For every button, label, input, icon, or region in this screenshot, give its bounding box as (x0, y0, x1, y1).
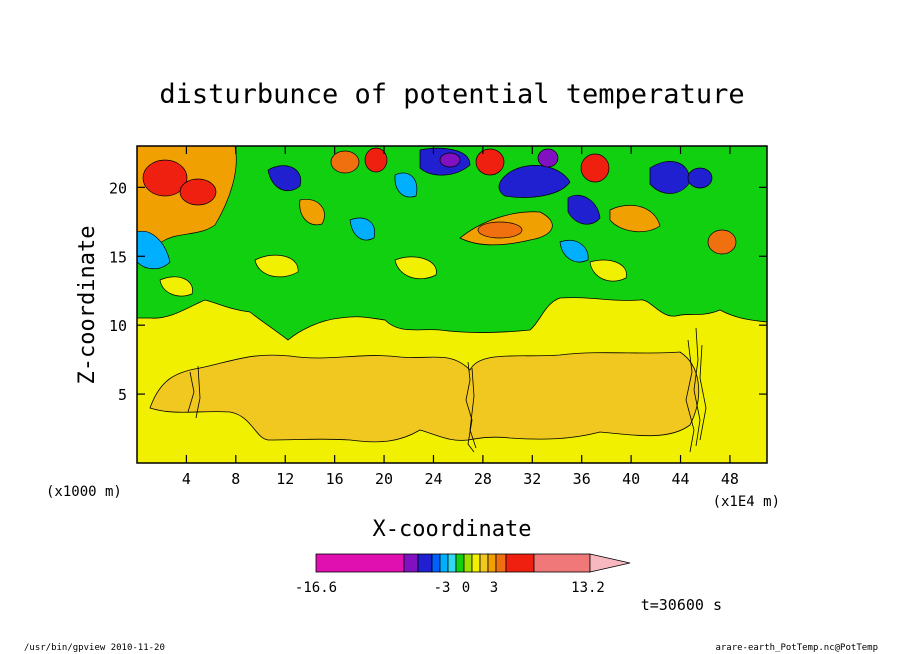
x-tick-label: 40 (622, 470, 640, 488)
y-tick-label: 5 (118, 386, 127, 404)
footer-right: arare-earth_PotTemp.nc@PotTemp (715, 643, 878, 653)
colorbar-segment (417, 553, 433, 573)
colorbar-segment (315, 553, 405, 573)
colorbar-mid-label: -3 (434, 580, 451, 596)
x-axis-title: X-coordinate (373, 517, 532, 542)
field-green-layer (137, 146, 767, 341)
colorbar-segment (533, 553, 591, 573)
x-tick-label: 48 (721, 470, 739, 488)
y-axis-title: Z-coordinate (75, 226, 100, 385)
colorbar-segment (439, 553, 449, 573)
colorbar-segment (471, 553, 481, 573)
colorbar-segment (403, 553, 419, 573)
x-unit-right: (x1E4 m) (713, 494, 780, 510)
colorbar-segment (447, 553, 457, 573)
x-tick-label: 32 (523, 470, 541, 488)
footer-left: /usr/bin/gpview 2010-11-20 (24, 643, 165, 653)
colorbar-segment (495, 553, 507, 573)
colorbar-max-label: 13.2 (571, 580, 605, 596)
colorbar-segment (505, 553, 535, 573)
x-tick-label: 28 (474, 470, 492, 488)
colorbar-mid-label: 0 (462, 580, 470, 596)
x-unit-left: (x1000 m) (46, 484, 122, 500)
chart-title: disturbunce of potential temperature (159, 79, 744, 110)
x-tick-label: 16 (326, 470, 344, 488)
colorbar (315, 553, 631, 573)
y-tick-label: 20 (109, 179, 127, 197)
colorbar-segment (455, 553, 465, 573)
x-tick-label: 44 (671, 470, 689, 488)
plot-area (137, 146, 767, 463)
field-orange-band (149, 351, 700, 443)
x-tick-label: 12 (276, 470, 294, 488)
colorbar-segment (479, 553, 489, 573)
x-tick-label: 8 (231, 470, 240, 488)
contour-lines (187, 327, 707, 453)
upper-level-cells (137, 146, 737, 297)
colorbar-mid-label: 3 (490, 580, 498, 596)
colorbar-min-label: -16.6 (295, 580, 337, 596)
colorbar-segment (487, 553, 497, 573)
colorbar-segment (463, 553, 473, 573)
x-tick-label: 20 (375, 470, 393, 488)
colorbar-arrow (589, 553, 631, 573)
time-label: t=30600 s (641, 596, 722, 614)
x-tick-label: 36 (573, 470, 591, 488)
x-tick-label: 24 (424, 470, 442, 488)
colorbar-segment (431, 553, 441, 573)
plot-frame (136, 145, 768, 464)
y-tick-label: 15 (109, 248, 127, 266)
x-tick-label: 4 (182, 470, 191, 488)
y-tick-label: 10 (109, 317, 127, 335)
